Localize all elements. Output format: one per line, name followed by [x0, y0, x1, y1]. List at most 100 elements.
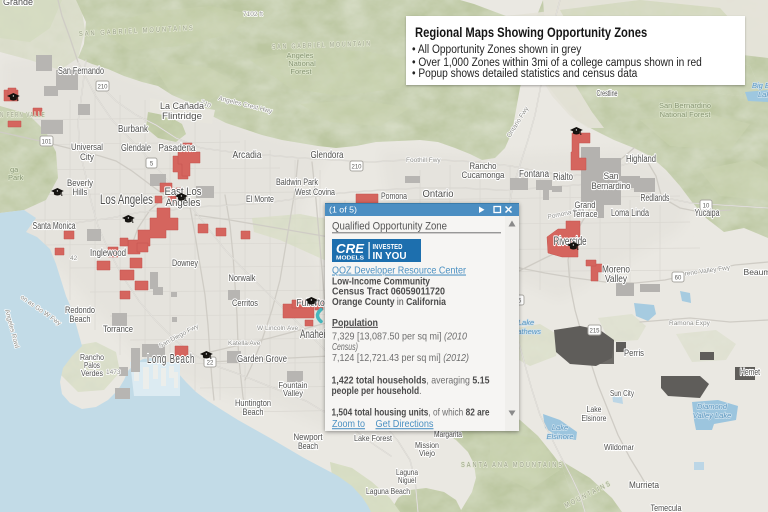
- svg-text:Moreno: Moreno: [602, 264, 630, 276]
- svg-text:Redlands: Redlands: [641, 193, 670, 204]
- svg-text:Viejo: Viejo: [419, 448, 435, 458]
- svg-text:Sun City: Sun City: [610, 388, 635, 398]
- svg-text:Huntington: Huntington: [235, 398, 271, 408]
- svg-text:Orange County in California: Orange County in California: [332, 296, 446, 308]
- svg-text:La Cañada: La Cañada: [160, 101, 205, 112]
- svg-text:Crestline: Crestline: [597, 88, 618, 98]
- svg-text:Terrace: Terrace: [573, 209, 598, 219]
- svg-text:7,124 [12,721.43 per sq mi] (2: 7,124 [12,721.43 per sq mi] (2012): [332, 353, 469, 364]
- svg-text:City: City: [80, 152, 94, 163]
- svg-text:Highland: Highland: [626, 154, 656, 165]
- svg-text:(1 of 5): (1 of 5): [329, 205, 357, 215]
- svg-text:210: 210: [97, 85, 108, 91]
- svg-text:Perris: Perris: [624, 348, 644, 359]
- svg-text:Elsinore: Elsinore: [546, 432, 573, 441]
- svg-text:Population: Population: [332, 317, 378, 329]
- svg-text:Cerritos: Cerritos: [232, 298, 258, 309]
- svg-text:Burbank: Burbank: [118, 123, 149, 135]
- svg-text:10: 10: [703, 204, 710, 210]
- svg-text:Wildomar: Wildomar: [604, 442, 634, 452]
- svg-text:Census): Census): [332, 342, 358, 353]
- svg-text:Inglewood: Inglewood: [90, 247, 126, 259]
- svg-text:Rancho: Rancho: [470, 161, 497, 172]
- svg-text:Angeles: Angeles: [286, 51, 313, 60]
- svg-text:Pasadena: Pasadena: [159, 142, 196, 154]
- svg-text:7,329 [13,087.50 per sq mi] (2: 7,329 [13,087.50 per sq mi] (2010: [332, 332, 467, 343]
- svg-text:Redondo: Redondo: [65, 305, 95, 316]
- svg-text:Beverly: Beverly: [67, 178, 93, 189]
- svg-text:Fontana: Fontana: [519, 169, 549, 180]
- svg-text:Arcadia: Arcadia: [233, 149, 262, 161]
- svg-text:Lak: Lak: [758, 90, 768, 99]
- svg-text:Los Angeles: Los Angeles: [100, 192, 153, 207]
- svg-text:San Bernardino: San Bernardino: [659, 101, 711, 110]
- svg-text:W Lincoln Ave: W Lincoln Ave: [257, 325, 298, 332]
- svg-text:Mathews: Mathews: [511, 327, 541, 336]
- svg-text:1473: 1473: [106, 369, 121, 376]
- svg-text:101: 101: [41, 140, 52, 146]
- svg-text:Torrance: Torrance: [103, 324, 133, 335]
- svg-text:Murrieta: Murrieta: [629, 480, 660, 491]
- svg-text:Lake: Lake: [552, 423, 568, 432]
- svg-text:Angeles: Angeles: [166, 197, 201, 209]
- svg-text:Long Beach: Long Beach: [147, 352, 195, 366]
- svg-text:Niguel: Niguel: [398, 475, 416, 485]
- svg-text:42: 42: [70, 255, 78, 262]
- svg-text:Beach: Beach: [243, 407, 264, 417]
- svg-text:Rialto: Rialto: [553, 172, 573, 183]
- svg-text:Big B: Big B: [752, 81, 768, 90]
- svg-text:60: 60: [675, 276, 682, 282]
- svg-text:Universal: Universal: [71, 142, 103, 153]
- svg-text:Cucamonga: Cucamonga: [462, 170, 506, 181]
- svg-text:Temecula: Temecula: [651, 503, 683, 512]
- svg-text:Get Directions: Get Directions: [376, 418, 434, 430]
- svg-text:1,504 total housing units, of: 1,504 total housing units, of which 82 a…: [332, 407, 490, 419]
- svg-text:7102 ft: 7102 ft: [243, 11, 263, 18]
- svg-text:CRE: CRE: [336, 241, 364, 256]
- svg-text:Fountain: Fountain: [279, 380, 308, 390]
- svg-text:SANTA ANA MOUNTAINS: SANTA ANA MOUNTAINS: [461, 462, 564, 469]
- svg-text:Palos: Palos: [84, 360, 100, 370]
- svg-text:Park: Park: [8, 173, 24, 182]
- svg-text:East Los: East Los: [165, 186, 202, 198]
- svg-text:Garden Grove: Garden Grove: [237, 354, 287, 365]
- svg-text:1,422 total households, averag: 1,422 total households, averaging 5.15: [332, 375, 490, 387]
- svg-text:Yucaipa: Yucaipa: [695, 208, 720, 219]
- svg-text:Ontario: Ontario: [423, 188, 454, 200]
- svg-text:MODELS: MODELS: [336, 256, 364, 262]
- svg-text:Katella Ave: Katella Ave: [228, 340, 261, 347]
- svg-text:210: 210: [351, 165, 362, 171]
- svg-text:215: 215: [589, 329, 600, 335]
- svg-text:Beach: Beach: [70, 314, 91, 325]
- svg-text:Grande: Grande: [3, 0, 33, 7]
- svg-text:Mission: Mission: [415, 440, 439, 450]
- svg-text:QOZ Developer Resource Center: QOZ Developer Resource Center: [332, 265, 466, 277]
- svg-text:Lake Forest: Lake Forest: [354, 433, 393, 443]
- svg-text:Lake: Lake: [587, 404, 602, 414]
- svg-text:Flintridge: Flintridge: [162, 111, 202, 122]
- svg-text:Hills: Hills: [73, 187, 88, 198]
- svg-text:Beaum: Beaum: [744, 267, 768, 277]
- svg-text:Anaheim: Anaheim: [300, 327, 332, 341]
- svg-text:Glendale: Glendale: [121, 142, 151, 154]
- svg-text:Beach: Beach: [298, 441, 318, 451]
- svg-text:22: 22: [207, 361, 214, 367]
- svg-text:Grand: Grand: [575, 200, 596, 210]
- svg-text:Newport: Newport: [294, 432, 323, 442]
- svg-text:Baldwin Park: Baldwin Park: [276, 177, 318, 188]
- svg-text:National Forest: National Forest: [660, 110, 712, 119]
- svg-text:Lake: Lake: [518, 318, 534, 327]
- svg-text:Valley Lake: Valley Lake: [693, 411, 732, 420]
- svg-text:West Covina: West Covina: [295, 187, 336, 198]
- svg-text:Elsinore: Elsinore: [582, 413, 607, 423]
- svg-text:people per household.: people per household.: [332, 385, 422, 397]
- svg-text:San Fernando: San Fernando: [58, 65, 104, 77]
- svg-text:Zoom to: Zoom to: [332, 418, 365, 430]
- svg-text:Glendora: Glendora: [311, 149, 344, 161]
- svg-text:Verdes: Verdes: [81, 368, 103, 378]
- svg-text:Hemet: Hemet: [740, 367, 760, 378]
- svg-text:Norwalk: Norwalk: [229, 273, 256, 284]
- svg-text:5: 5: [150, 162, 154, 168]
- svg-text:Rancho: Rancho: [80, 352, 104, 362]
- svg-text:Low-Income Community: Low-Income Community: [332, 275, 430, 287]
